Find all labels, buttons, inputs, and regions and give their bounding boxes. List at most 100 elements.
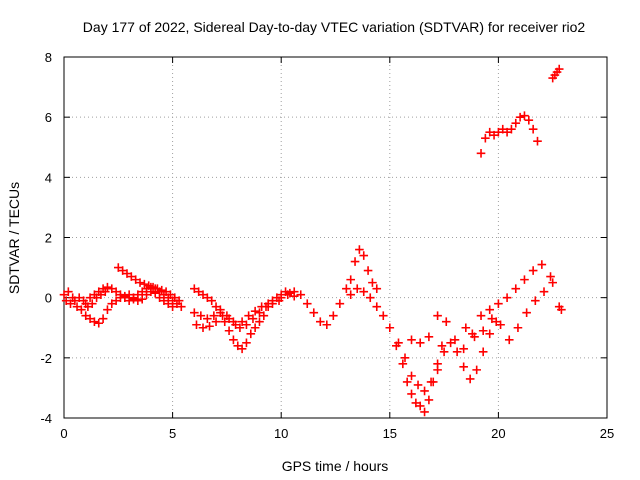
data-point xyxy=(127,272,136,281)
data-point xyxy=(296,290,306,299)
y-tick-label: -2 xyxy=(40,351,52,366)
series-track-n xyxy=(548,64,564,83)
data-point xyxy=(103,305,112,314)
data-point xyxy=(491,317,501,327)
data-point xyxy=(350,257,360,266)
data-point xyxy=(394,338,403,348)
data-point xyxy=(70,296,80,305)
series-track-j xyxy=(394,317,501,396)
data-point xyxy=(250,323,260,333)
data-point xyxy=(79,296,88,305)
data-point xyxy=(378,311,388,321)
data-point xyxy=(98,314,108,324)
data-point xyxy=(224,326,234,336)
data-point xyxy=(216,305,225,314)
data-point xyxy=(420,386,429,396)
data-point xyxy=(487,314,497,324)
data-point xyxy=(166,290,175,299)
data-point xyxy=(402,377,412,387)
data-point xyxy=(140,279,149,289)
data-point xyxy=(192,320,201,330)
series-track-g xyxy=(192,299,273,333)
data-point xyxy=(359,251,369,260)
data-point xyxy=(59,290,69,299)
data-point xyxy=(546,272,555,281)
data-point xyxy=(163,299,173,308)
data-point xyxy=(470,332,479,342)
data-point xyxy=(146,287,156,296)
data-point xyxy=(190,308,199,318)
data-point xyxy=(118,266,127,275)
data-point xyxy=(203,314,212,324)
y-axis: -4 -2 0 2 4 6 8 xyxy=(40,50,607,426)
data-point xyxy=(335,299,345,308)
y-tick-label: 6 xyxy=(45,110,52,125)
data-point xyxy=(235,323,245,333)
data-point xyxy=(218,311,227,321)
data-point xyxy=(359,287,369,296)
data-point xyxy=(124,290,134,299)
data-point xyxy=(481,133,490,143)
data-point xyxy=(137,287,147,296)
data-point xyxy=(372,302,382,311)
data-point xyxy=(424,395,434,405)
data-point xyxy=(494,299,503,308)
data-point xyxy=(496,320,505,330)
data-point xyxy=(433,311,442,321)
data-point xyxy=(368,278,377,287)
series-track-d xyxy=(61,287,110,311)
data-point xyxy=(413,380,423,390)
data-point xyxy=(83,302,93,311)
y-tick-label: 8 xyxy=(45,50,52,65)
data-point xyxy=(411,398,421,408)
data-point xyxy=(194,287,203,296)
data-point xyxy=(437,341,447,351)
data-point xyxy=(111,296,121,305)
data-point xyxy=(190,284,199,293)
data-point xyxy=(257,302,266,311)
data-point xyxy=(157,285,167,295)
data-point xyxy=(255,308,264,318)
data-point xyxy=(513,323,523,333)
data-point xyxy=(524,115,534,125)
data-point xyxy=(170,293,180,302)
data-point xyxy=(494,127,503,137)
data-point xyxy=(242,320,251,330)
data-point xyxy=(476,148,486,158)
data-point xyxy=(511,118,521,128)
series-track-l xyxy=(461,278,566,345)
data-point xyxy=(498,124,508,134)
data-point xyxy=(485,127,495,137)
data-point xyxy=(433,365,442,375)
y-tick-label: 0 xyxy=(45,291,52,306)
data-point xyxy=(220,317,230,327)
data-point xyxy=(263,299,273,308)
data-point xyxy=(129,293,138,302)
data-point xyxy=(92,293,101,302)
data-point xyxy=(133,296,143,305)
data-point xyxy=(309,308,319,318)
data-point xyxy=(446,338,455,348)
data-point xyxy=(439,347,449,357)
x-tick-label: 20 xyxy=(491,426,505,441)
series-track-k xyxy=(407,260,564,354)
data-point xyxy=(66,299,75,308)
data-point xyxy=(176,302,186,311)
data-point xyxy=(476,311,486,321)
data-point xyxy=(72,302,82,311)
data-point xyxy=(346,275,356,284)
data-point xyxy=(116,293,125,302)
data-point xyxy=(485,329,495,339)
data-point xyxy=(539,287,549,296)
y-tick-label: 2 xyxy=(45,231,52,246)
data-point xyxy=(407,335,416,345)
data-point xyxy=(537,260,547,269)
chart-title: Day 177 of 2022, Sidereal Day-to-day VTE… xyxy=(83,19,586,35)
data-point xyxy=(478,347,488,357)
data-point xyxy=(329,311,338,321)
data-point xyxy=(224,314,234,324)
y-tick-label: 4 xyxy=(45,170,52,185)
data-point xyxy=(153,284,162,293)
data-point xyxy=(520,111,529,120)
x-axis: 0 5 10 15 20 25 xyxy=(60,57,614,441)
